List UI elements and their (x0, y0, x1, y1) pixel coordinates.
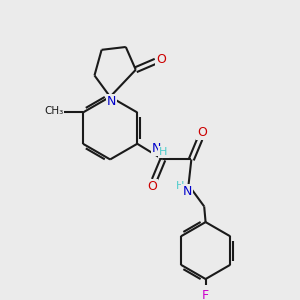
Text: N: N (182, 185, 192, 198)
Text: H: H (176, 182, 185, 191)
Text: F: F (202, 289, 209, 300)
Text: N: N (107, 95, 116, 108)
Text: H: H (159, 147, 168, 157)
Text: O: O (157, 53, 166, 66)
Text: O: O (197, 126, 207, 139)
Text: O: O (147, 180, 157, 193)
Text: N: N (152, 142, 161, 155)
Text: CH₃: CH₃ (44, 106, 64, 116)
